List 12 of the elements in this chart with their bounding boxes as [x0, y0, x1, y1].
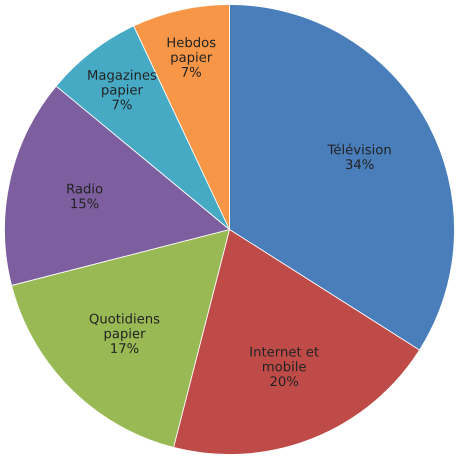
data-label: 20% — [270, 376, 298, 386]
slice-label: Internet et mobile — [250, 346, 319, 372]
data-label: 34% — [346, 159, 374, 170]
slice-label: Hebdos papier — [168, 37, 216, 65]
data-label: 17% — [111, 343, 138, 354]
data-label: 7% — [182, 66, 201, 77]
slice-label: Radio — [67, 183, 102, 194]
data-label: 15% — [71, 198, 99, 208]
slice-label: Quotidiens papier — [90, 313, 160, 341]
slice-label: Magazines papier — [88, 70, 156, 98]
data-label: 7% — [112, 99, 132, 110]
slice-label: Télévision — [328, 144, 391, 154]
